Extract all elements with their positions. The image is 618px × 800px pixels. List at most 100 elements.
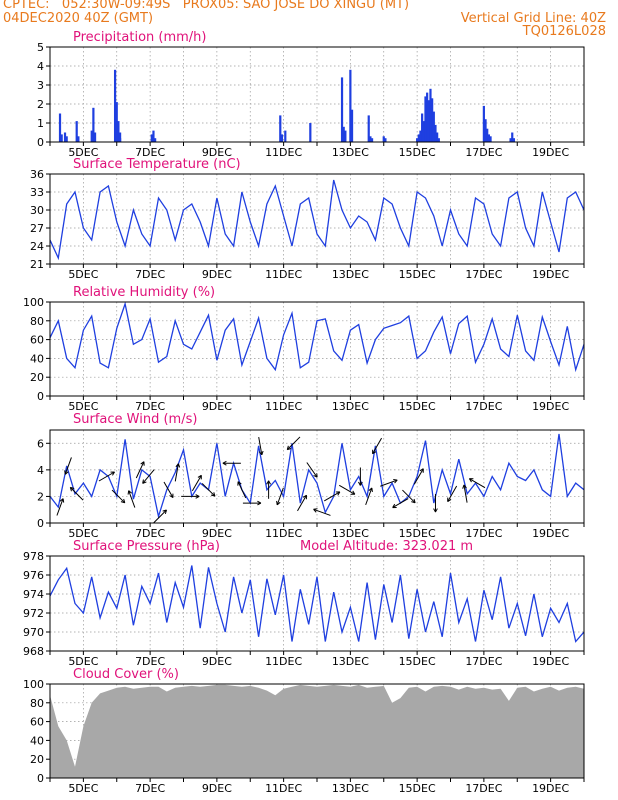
- precip-bar: [152, 130, 155, 142]
- x-tick-label: 11DEC: [265, 527, 302, 540]
- precip-bar: [512, 138, 516, 142]
- precip-bar: [118, 138, 122, 142]
- precip-bar: [431, 98, 434, 142]
- wind-arrow-head: [368, 487, 373, 491]
- wind-arrow-shaft: [237, 481, 247, 499]
- wind-arrow-shaft: [313, 508, 331, 516]
- y-tick-label: 40: [30, 352, 44, 365]
- wind-arrow-head: [266, 480, 270, 485]
- wind-arrow-head: [286, 445, 289, 450]
- y-tick-label: 974: [23, 588, 44, 601]
- wind-arrow-shaft: [64, 457, 72, 475]
- wind-arrow: [242, 500, 262, 506]
- y-tick-label: 6: [37, 437, 44, 450]
- x-tick-label: 9DEC: [202, 268, 232, 281]
- x-tick-label: 7DEC: [135, 268, 165, 281]
- x-tick-label: 5DEC: [68, 268, 98, 281]
- wind-arrow-head: [64, 470, 66, 475]
- precip-bar: [429, 88, 432, 142]
- wind-arrow-shaft: [469, 478, 486, 489]
- wind-arrow-head: [371, 487, 373, 493]
- wind-arrow-head: [142, 479, 144, 484]
- wind-arrow: [338, 484, 356, 495]
- wind-arrow-head: [169, 495, 174, 499]
- wind-arrow-head: [392, 503, 396, 508]
- wind-arrow: [56, 498, 65, 516]
- precip-bar: [437, 138, 440, 142]
- wind-arrow-head: [210, 494, 216, 497]
- y-tick-label: 0: [37, 136, 44, 149]
- y-tick-label: 0: [37, 517, 44, 530]
- wind-arrow: [266, 480, 271, 499]
- wind-arrow-head: [70, 486, 75, 490]
- x-tick-label: 7DEC: [135, 655, 165, 668]
- x-tick-label: 19DEC: [532, 400, 569, 413]
- y-tick-label: 4: [37, 464, 44, 477]
- precip-bar: [75, 121, 78, 142]
- wind-arrow-head: [261, 450, 264, 455]
- y-tick-label: 4: [37, 60, 44, 73]
- panel-title: Relative Humidity (%): [73, 285, 215, 300]
- wind-arrow-shaft: [69, 487, 84, 501]
- wind-arrow-shaft: [111, 489, 126, 504]
- wind-arrow: [98, 471, 115, 482]
- wind-arrow-shaft: [201, 483, 216, 497]
- x-tick-label: 13DEC: [332, 146, 369, 159]
- wind-arrow-head: [69, 487, 72, 492]
- wind-arrow: [323, 491, 341, 502]
- wind-arrow-head: [257, 502, 262, 506]
- x-tick-label: 7DEC: [135, 782, 165, 795]
- x-tick-label: 13DEC: [332, 268, 369, 281]
- y-tick-label: 21: [30, 258, 44, 271]
- wind-arrow-head: [337, 491, 341, 496]
- precip-bar: [436, 132, 439, 142]
- wind-arrow-head: [287, 448, 292, 451]
- x-tick-label: 7DEC: [135, 146, 165, 159]
- wind-arrow-head: [268, 480, 271, 485]
- precip-bar: [93, 132, 97, 142]
- wind-arrow-shaft: [413, 468, 424, 485]
- wind-arrow: [135, 461, 145, 479]
- wind-arrow-shaft: [191, 475, 202, 492]
- wind-arrow-head: [164, 509, 167, 514]
- wind-arrow-head: [120, 501, 125, 504]
- wind-arrow-shaft: [372, 437, 383, 454]
- y-tick-label: 978: [23, 550, 44, 563]
- precip-bar: [344, 130, 347, 142]
- y-tick-label: 60: [30, 334, 44, 347]
- y-tick-label: 20: [30, 753, 44, 766]
- wind-arrow-shaft: [142, 469, 155, 484]
- x-tick-label: 11DEC: [265, 782, 302, 795]
- wind-arrow-head: [359, 481, 363, 486]
- run-date: 04DEC2020 40Z (GMT): [3, 11, 154, 26]
- precip-bar: [77, 136, 80, 142]
- wind-arrow-head: [123, 498, 126, 503]
- panel-temp: 21 24 27 30 33 36 5DEC 7DEC 9DEC 11DEC 13DEC 15DEC 1…: [30, 157, 585, 281]
- wind-arrow-shaft: [163, 481, 174, 498]
- y-tick-label: 30: [30, 204, 44, 217]
- x-tick-label: 17DEC: [465, 146, 502, 159]
- wind-arrow: [286, 436, 301, 451]
- y-tick-label: 20: [30, 371, 44, 384]
- precip-bar: [509, 138, 512, 142]
- y-tick-label: 976: [23, 569, 44, 582]
- wind-arrow: [306, 462, 318, 478]
- x-tick-label: 7DEC: [135, 400, 165, 413]
- x-tick-label: 13DEC: [332, 400, 369, 413]
- x-tick-label: 13DEC: [332, 527, 369, 540]
- x-tick-label: 15DEC: [399, 268, 436, 281]
- precip-bar: [417, 134, 420, 142]
- precip-bar: [92, 107, 95, 142]
- wind-arrow-shaft: [258, 436, 263, 455]
- wind-arrow-head: [435, 508, 438, 513]
- y-tick-label: 36: [30, 168, 44, 181]
- wind-arrow-head: [175, 463, 179, 468]
- x-tick-label: 19DEC: [532, 268, 569, 281]
- wind-arrow-head: [257, 500, 262, 504]
- wind-arrow-head: [358, 481, 361, 486]
- precip-bar: [340, 77, 344, 142]
- wind-arrow-head: [197, 474, 202, 478]
- y-tick-label: 80: [30, 315, 44, 328]
- wind-arrow: [191, 474, 202, 492]
- y-tick-label: 2: [37, 490, 44, 503]
